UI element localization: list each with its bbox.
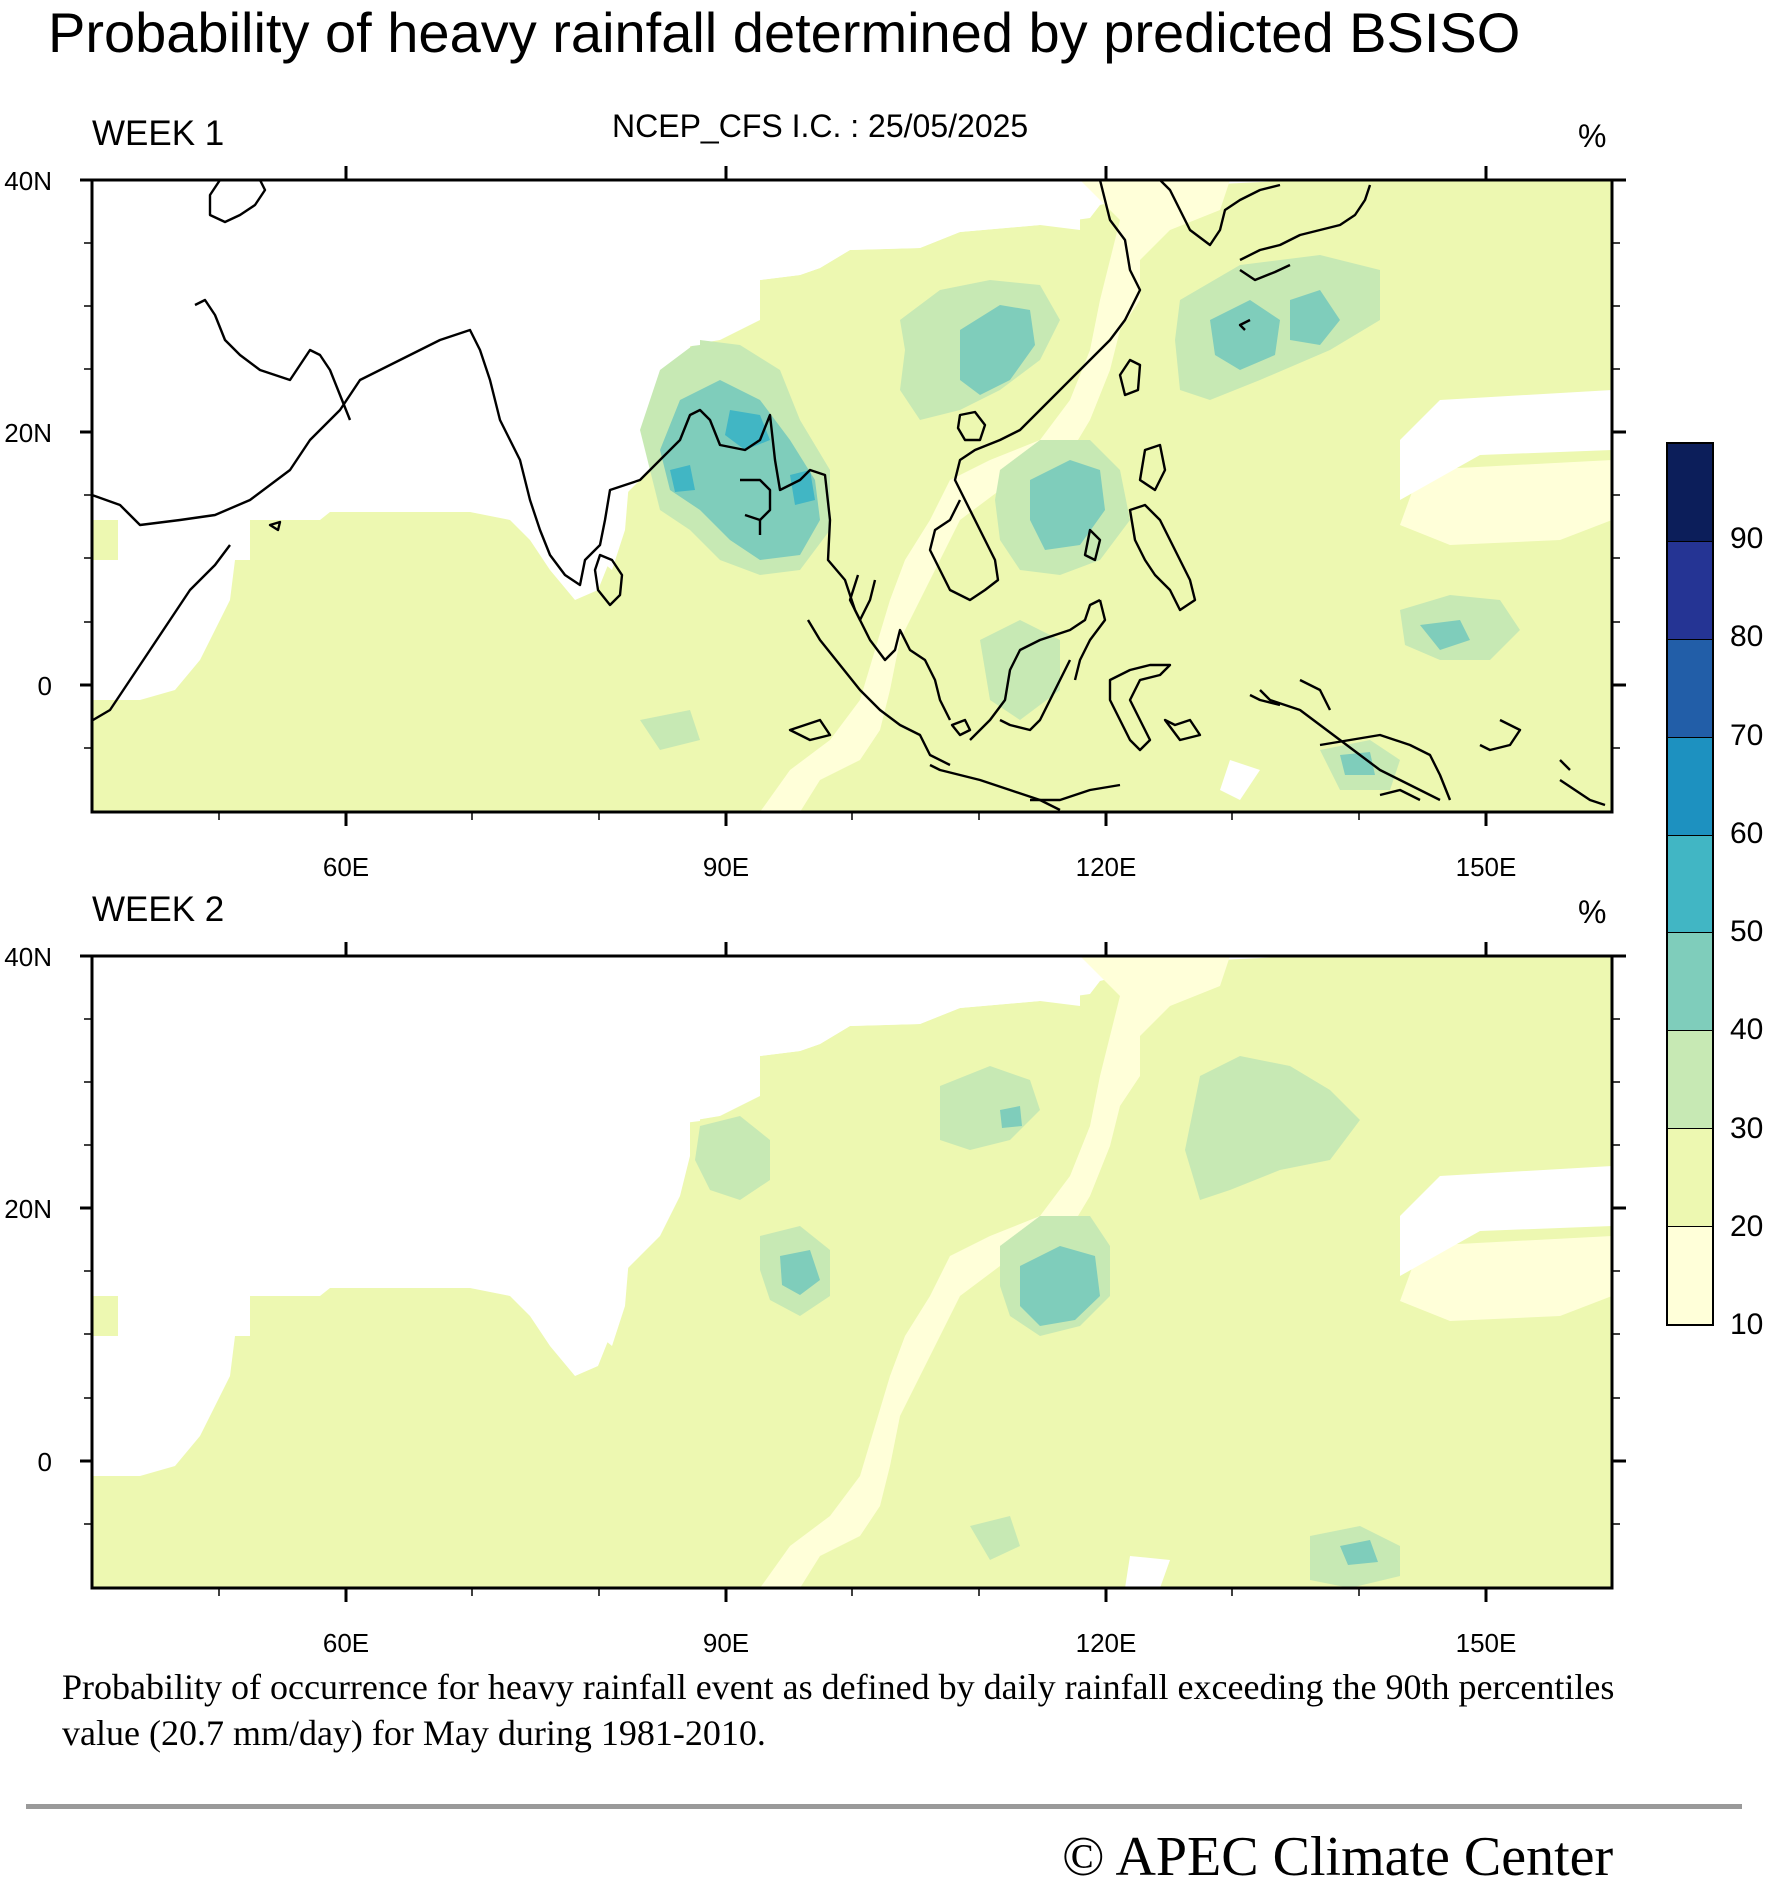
colorbar-segment bbox=[1668, 736, 1712, 835]
panel-1-coastlines bbox=[92, 180, 1606, 812]
p2-lat-0: 0 bbox=[38, 1447, 52, 1477]
colorbar-segment bbox=[1668, 1030, 1712, 1129]
panel-2-ticks bbox=[80, 942, 1626, 1602]
panel-1-map bbox=[92, 180, 1612, 812]
land-mask-interior bbox=[230, 180, 700, 480]
p1-lat-20n: 20N bbox=[4, 418, 52, 448]
colorbar-label-40: 40 bbox=[1730, 1013, 1764, 1047]
colorbar bbox=[1666, 442, 1714, 1326]
colorbar-label-30: 30 bbox=[1730, 1111, 1764, 1145]
panel-1-unit: % bbox=[1578, 118, 1607, 154]
divider bbox=[26, 1804, 1742, 1809]
copyright: © APEC Climate Center bbox=[1062, 1826, 1614, 1888]
colorbar-label-70: 70 bbox=[1730, 718, 1764, 752]
colorbar-segment bbox=[1668, 444, 1712, 541]
colorbar-label-20: 20 bbox=[1730, 1209, 1764, 1243]
p2-lon-90e: 90E bbox=[703, 1628, 749, 1658]
p1-lon-60e: 60E bbox=[323, 852, 369, 882]
colorbar-segment bbox=[1668, 540, 1712, 639]
p1-lon-150e: 150E bbox=[1456, 852, 1517, 882]
panel-1-ticks bbox=[80, 166, 1626, 826]
p1-lon-90e: 90E bbox=[703, 852, 749, 882]
colorbar-label-80: 80 bbox=[1730, 620, 1764, 654]
model-init-subtitle: NCEP_CFS I.C. : 25/05/2025 bbox=[612, 108, 1029, 144]
prob-40-50 bbox=[1020, 1246, 1100, 1326]
land-mask-arabia bbox=[92, 180, 610, 600]
p1-lon-120e: 120E bbox=[1076, 852, 1137, 882]
colorbar-label-50: 50 bbox=[1730, 915, 1764, 949]
colorbar-label-60: 60 bbox=[1730, 816, 1764, 850]
p1-lat-0: 0 bbox=[38, 671, 52, 701]
panel-1-label: WEEK 1 bbox=[92, 114, 225, 153]
prob-30-40 bbox=[695, 1116, 770, 1200]
prob-40-50 bbox=[660, 380, 820, 560]
p1-lat-40n: 40N bbox=[4, 166, 52, 196]
colorbar-segment bbox=[1668, 638, 1712, 737]
p2-lon-120e: 120E bbox=[1076, 1628, 1137, 1658]
colorbar-segment bbox=[1668, 834, 1712, 933]
colorbar-label-90: 90 bbox=[1730, 522, 1764, 556]
p2-lat-40n: 40N bbox=[4, 942, 52, 972]
panel-2-label: WEEK 2 bbox=[92, 890, 225, 929]
colorbar-segment bbox=[1668, 1128, 1712, 1227]
panel-2-map bbox=[92, 956, 1612, 1588]
p2-lat-20n: 20N bbox=[4, 1194, 52, 1224]
p2-lon-150e: 150E bbox=[1456, 1628, 1517, 1658]
colorbar-segment bbox=[1668, 932, 1712, 1031]
panel-2-unit: % bbox=[1578, 894, 1607, 930]
caption: Probability of occurrence for heavy rain… bbox=[62, 1667, 1615, 1753]
page-title: Probability of heavy rainfall determined… bbox=[48, 1, 1521, 64]
colorbar-label-10: 10 bbox=[1730, 1308, 1764, 1341]
colorbar-segment bbox=[1668, 1226, 1712, 1325]
p2-lon-60e: 60E bbox=[323, 1628, 369, 1658]
